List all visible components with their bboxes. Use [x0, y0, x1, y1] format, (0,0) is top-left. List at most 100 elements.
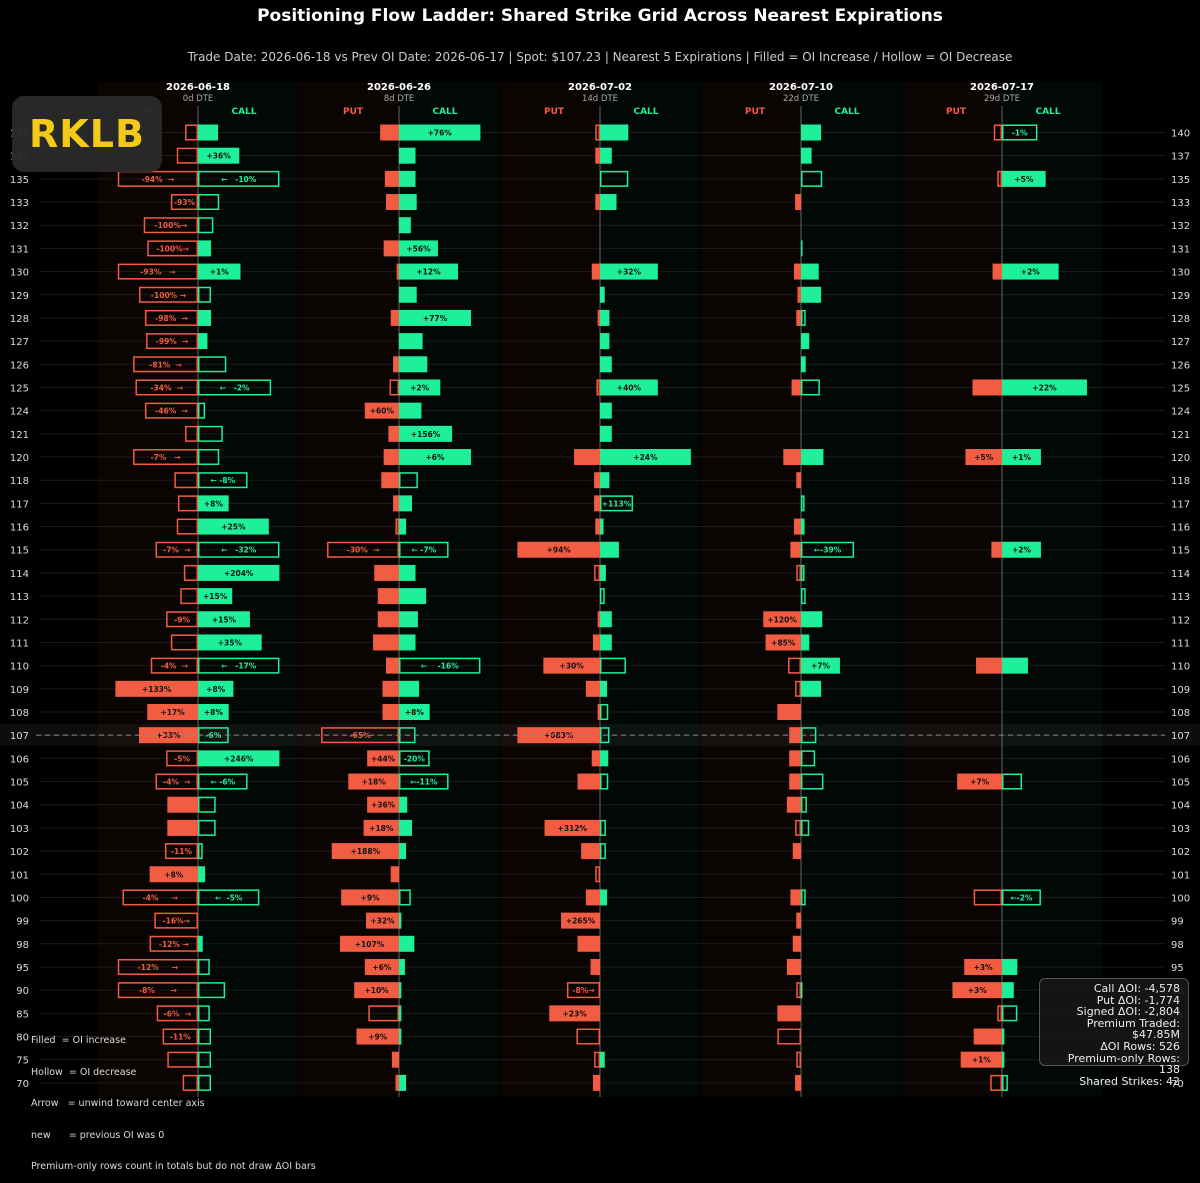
call-bar	[801, 611, 823, 628]
put-bar	[952, 982, 1002, 999]
call-bar	[198, 657, 280, 674]
call-bar	[1002, 958, 1018, 975]
call-bar	[399, 889, 411, 906]
strike-label-left: 101	[10, 870, 29, 881]
put-bar	[365, 912, 399, 929]
put-bar-label: -5%	[174, 754, 190, 763]
call-bar	[801, 286, 822, 303]
call-bar	[600, 588, 605, 605]
put-bar	[566, 982, 601, 999]
put-bar	[122, 889, 198, 906]
call-bar-label: +40%	[617, 383, 642, 392]
call-bar-label: ← -6%	[210, 778, 235, 787]
call-bar	[198, 843, 203, 860]
call-bar	[600, 611, 612, 628]
ladder-chart: 1401401371371351351331331321321311311301…	[0, 82, 1200, 1097]
call-bar-label: +113%	[602, 499, 632, 508]
panel-put-bg	[902, 82, 1002, 1097]
put-bar-label: +10%	[364, 986, 389, 995]
put-bar	[964, 958, 1002, 975]
put-bar	[997, 1005, 1003, 1022]
call-bar	[198, 750, 280, 767]
strike-label-left: 131	[10, 244, 29, 255]
strike-label-right: 109	[1171, 685, 1190, 696]
put-bar	[368, 1005, 400, 1022]
put-bar	[341, 889, 399, 906]
put-bar-label: -7% →	[151, 453, 181, 462]
legend-box: Filled = OI increase Hollow = OI decreas…	[31, 1015, 316, 1183]
call-bar-label: +6%	[425, 453, 445, 462]
call-bar-label: +8%	[206, 685, 226, 694]
call-bar	[600, 518, 604, 535]
call-bar	[399, 796, 408, 813]
put-bar-label: +17%	[161, 708, 186, 717]
strike-label-right: 127	[1171, 337, 1190, 348]
call-bar-label: ← -17%	[221, 662, 257, 671]
strike-label-right: 133	[1171, 198, 1190, 209]
put-bar-label: +120%	[767, 615, 797, 624]
call-bar	[801, 541, 855, 558]
put-bar	[792, 843, 801, 860]
call-bar	[198, 796, 216, 813]
strike-label-right: 115	[1171, 546, 1190, 557]
put-bar	[595, 124, 601, 141]
put-bar	[789, 773, 801, 790]
call-bar-label: +24%	[633, 453, 658, 462]
legend-line: new = previous OI was 0	[31, 1129, 165, 1141]
legend-line: Filled = OI increase	[31, 1035, 126, 1046]
strike-label-left: 106	[10, 754, 29, 765]
put-bar-label: +3%	[974, 963, 994, 972]
strike-label-right: 128	[1171, 314, 1190, 325]
put-bar	[595, 147, 600, 164]
put-bar-label: +1%	[972, 1056, 992, 1065]
expiration-date: 2026-06-18	[166, 82, 230, 93]
put-bar	[789, 750, 801, 767]
put-bar	[797, 286, 801, 303]
put-bar	[146, 333, 198, 350]
call-bar	[198, 588, 233, 605]
call-bar	[399, 541, 449, 558]
put-bar-label: +5%	[974, 453, 994, 462]
put-bar	[597, 309, 600, 326]
call-bar	[399, 958, 405, 975]
strike-label-left: 108	[10, 708, 29, 719]
call-bar	[198, 1074, 211, 1091]
put-bar	[115, 680, 198, 697]
put-bar	[595, 518, 600, 535]
put-bar-label: -4% →	[143, 893, 178, 902]
strike-label-left: 90	[16, 986, 29, 997]
call-bar-label: +32%	[617, 268, 642, 277]
call-bar	[600, 124, 629, 141]
call-bar	[600, 773, 609, 790]
put-bar	[997, 170, 1003, 187]
call-bar	[399, 518, 407, 535]
call-bar	[198, 124, 219, 141]
call-bar	[198, 240, 211, 257]
put-bar	[364, 402, 399, 419]
put-bar	[577, 773, 600, 790]
call-bar	[600, 194, 617, 211]
put-bar	[174, 472, 198, 489]
put-bar	[792, 935, 801, 952]
call-bar-label: +12%	[416, 268, 441, 277]
put-bar-label: +85%	[771, 638, 796, 647]
strike-label-right: 70	[1171, 1079, 1184, 1090]
call-bar	[198, 1028, 211, 1045]
put-bar	[382, 704, 399, 720]
put-bar	[990, 1074, 1003, 1091]
strike-label-right: 137	[1171, 152, 1190, 163]
call-bar	[1002, 124, 1038, 141]
call-bar-label: ←-2%	[1010, 893, 1033, 902]
call-bar-label: +204%	[224, 569, 254, 578]
call-bar	[198, 309, 211, 326]
put-bar	[373, 634, 399, 651]
strike-label-right: 120	[1171, 453, 1190, 464]
call-bar-label: ← -32%	[221, 546, 257, 555]
call-bar	[600, 333, 610, 350]
total-shared-strikes: Shared Strikes: 42	[1079, 1074, 1180, 1088]
call-bar	[801, 819, 810, 836]
call-bar	[801, 982, 803, 999]
put-bar	[592, 1074, 600, 1091]
call-bar	[600, 750, 609, 767]
put-bar	[783, 449, 801, 466]
